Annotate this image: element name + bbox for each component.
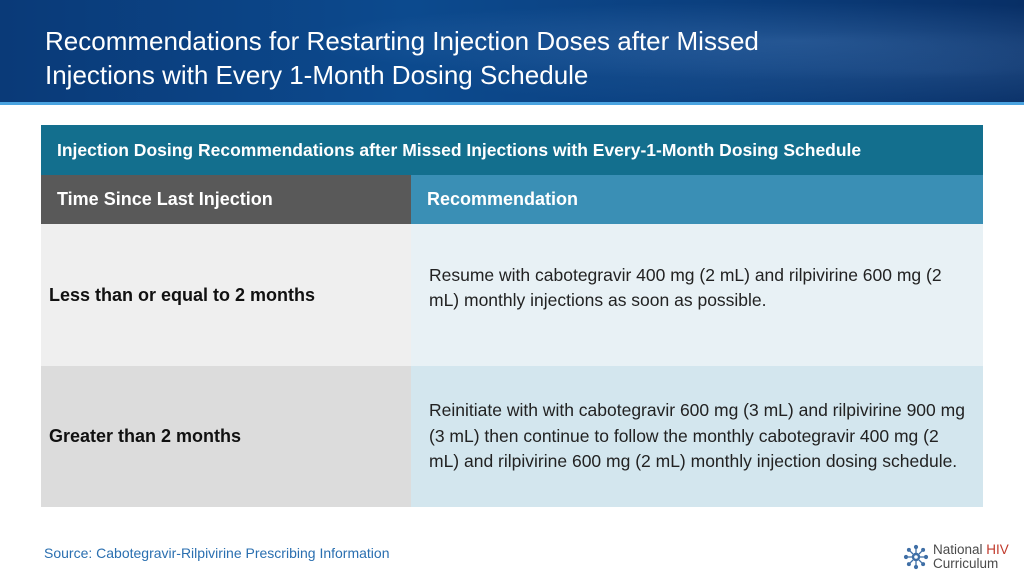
national-hiv-curriculum-logo: National HIV Curriculum <box>903 542 1019 572</box>
logo-word-curriculum: Curriculum <box>933 556 999 571</box>
dosing-table: Injection Dosing Recommendations after M… <box>41 125 983 507</box>
header-divider <box>0 102 1024 105</box>
slide-title: Recommendations for Restarting Injection… <box>45 24 865 92</box>
slide-title-line-1: Recommendations for Restarting Injection… <box>45 26 759 56</box>
logo-wordmark: National HIV Curriculum <box>933 543 1009 571</box>
table-cell-time-row-2: Greater than 2 months <box>41 366 411 507</box>
column-header-time: Time Since Last Injection <box>41 175 411 224</box>
table-cell-recommendation-row-1: Resume with cabotegravir 400 mg (2 mL) a… <box>411 224 983 366</box>
column-header-recommendation: Recommendation <box>411 175 983 224</box>
gear-network-icon <box>903 544 929 570</box>
slide-title-line-2: Injections with Every 1-Month Dosing Sch… <box>45 60 589 90</box>
recommendation-text: Reinitiate with with cabotegravir 600 mg… <box>429 400 965 472</box>
logo-word-national: National <box>933 542 983 557</box>
time-label: Greater than 2 months <box>49 426 242 446</box>
recommendation-text: Resume with cabotegravir 400 mg (2 mL) a… <box>429 264 942 311</box>
slide-header: Recommendations for Restarting Injection… <box>0 0 1024 102</box>
logo-word-hiv: HIV <box>986 542 1009 557</box>
time-label: Less than or equal to 2 months <box>49 284 316 305</box>
table-cell-recommendation-row-2: Reinitiate with with cabotegravir 600 mg… <box>411 366 983 507</box>
table-cell-time-row-1: Less than or equal to 2 months <box>41 224 411 366</box>
source-citation: Source: Cabotegravir-Rilpivirine Prescri… <box>44 545 390 561</box>
table-caption: Injection Dosing Recommendations after M… <box>41 125 983 175</box>
